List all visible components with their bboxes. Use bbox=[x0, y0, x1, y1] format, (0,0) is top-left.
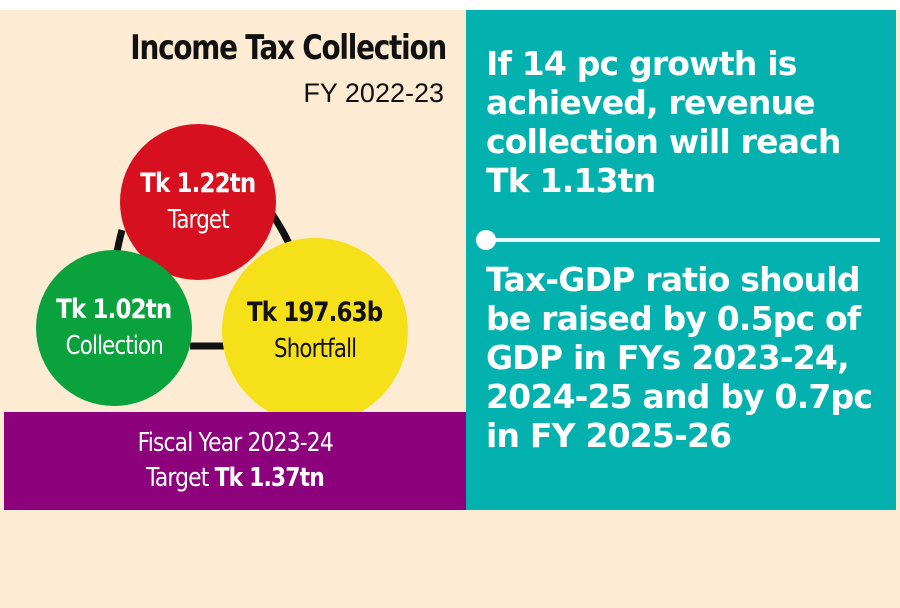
collection-value: Tk 1.02tn bbox=[56, 294, 172, 325]
text-line: be raised by 0.5pc of bbox=[486, 299, 861, 338]
target-label: Target bbox=[167, 205, 229, 235]
fiscal-year-subtitle: FY 2022-23 bbox=[303, 78, 444, 108]
collection-label: Collection bbox=[65, 331, 163, 361]
text-line: GDP in FYs 2023-24, bbox=[486, 338, 850, 377]
text-line: Tax-GDP ratio should bbox=[486, 260, 860, 299]
projections-panel: If 14 pc growth is achieved, revenue col… bbox=[466, 10, 896, 510]
collection-circle: Tk 1.02tn Collection bbox=[36, 250, 192, 406]
text-line: collection will reach bbox=[486, 122, 841, 161]
next-target-line: Target Tk 1.37tn bbox=[146, 461, 325, 496]
shortfall-circle: Tk 197.63b Shortfall bbox=[222, 238, 408, 424]
shortfall-value: Tk 197.63b bbox=[247, 297, 383, 328]
top-border bbox=[0, 0, 900, 10]
income-tax-panel: Income Tax Collection FY 2022-23 Tk 1.22… bbox=[4, 10, 466, 424]
next-target-prefix: Target bbox=[146, 463, 215, 493]
text-line: achieved, revenue bbox=[486, 83, 816, 122]
divider-dot-icon bbox=[476, 230, 496, 250]
shortfall-label: Shortfall bbox=[273, 334, 357, 364]
next-target-value: Tk 1.37tn bbox=[214, 463, 325, 493]
growth-projection-text: If 14 pc growth is achieved, revenue col… bbox=[486, 44, 841, 200]
divider-line bbox=[490, 238, 880, 242]
infographic-title: Income Tax Collection bbox=[130, 28, 447, 68]
target-value: Tk 1.22tn bbox=[140, 168, 256, 199]
target-circle: Tk 1.22tn Target bbox=[120, 124, 276, 280]
next-fiscal-year: Fiscal Year 2023-24 bbox=[137, 428, 333, 458]
text-line: in FY 2025-26 bbox=[486, 416, 732, 455]
text-line: 2024-25 and by 0.7pc bbox=[486, 377, 873, 416]
tax-gdp-ratio-text: Tax-GDP ratio should be raised by 0.5pc … bbox=[486, 260, 873, 455]
text-line: Tk 1.13tn bbox=[486, 161, 656, 200]
text-line: If 14 pc growth is bbox=[486, 44, 797, 83]
next-year-target-bar: Fiscal Year 2023-24 Target Tk 1.37tn bbox=[4, 412, 466, 510]
